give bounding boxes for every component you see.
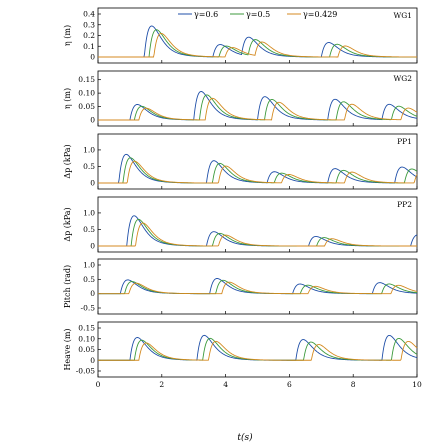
panel-pitch: -0.5 0 0.5 1.0 Pitch (rad) [63, 258, 418, 315]
y-tick-label: 0.05 [78, 102, 95, 111]
x-tick-label: 4 [223, 380, 228, 389]
legend-entry: γ=0.429 [303, 10, 337, 19]
panel-tag: PP2 [397, 200, 412, 209]
series-line-2 [98, 337, 418, 361]
y-tick-label: 0.2 [83, 31, 95, 40]
panel-pp2: 0 0.5 1.0 Δp (kPa) PP2 [63, 196, 418, 253]
x-tick-label: 0 [96, 380, 101, 389]
y-axis-label: Pitch (rad) [63, 265, 72, 308]
y-tick-label: 0.5 [83, 225, 95, 234]
plot-frame [97, 258, 418, 315]
panel-wg1: 0 0.1 0.2 0.30.4 η (m) WG1 [63, 7, 418, 64]
y-tick-label: -0.05 [76, 367, 95, 376]
y-tick-label: 0.15 [78, 324, 95, 333]
legend-entry: γ=0.6 [194, 10, 218, 19]
y-tick-label: 0.10 [78, 334, 95, 343]
y-tick-label: 0.3 [83, 20, 95, 29]
x-tick-label: 10 [412, 380, 422, 389]
x-tick-label: 8 [351, 380, 356, 389]
y-tick-label: 0.5 [83, 162, 95, 171]
y-tick-label: 0 [90, 242, 95, 251]
y-tick-label: 1.0 [83, 261, 95, 270]
y-tick-label: -0.5 [81, 304, 96, 313]
series-line-2 [98, 94, 418, 121]
panel-tag: WG2 [394, 74, 413, 83]
y-tick-label: 0 [90, 116, 95, 125]
x-tick-label: 6 [287, 380, 292, 389]
y-axis-label: Δp (kPa) [63, 144, 72, 178]
series-line-3 [98, 340, 418, 361]
series-line-3 [98, 160, 418, 184]
series-line-3 [98, 32, 417, 58]
series-line-2 [98, 157, 418, 184]
panel-wg2: 0 0.05 0.10 0.15 η (m) WG2 [63, 70, 418, 127]
x-axis-label: t(s) [237, 432, 253, 443]
y-tick-label: 1.0 [83, 145, 95, 154]
series-line-3 [98, 281, 418, 295]
legend: γ=0.6 γ=0.5 γ=0.429 [178, 10, 337, 19]
plot-frame [97, 196, 418, 253]
plot-frame [97, 133, 418, 190]
y-tick-label: 0.4 [83, 10, 95, 19]
series-line-3 [98, 222, 417, 247]
panel-tag: WG1 [394, 11, 412, 20]
series-line-1 [98, 25, 417, 58]
y-axis-label: η (m) [63, 88, 72, 109]
plot-frame [97, 321, 418, 378]
panel-pp1: 0 0.5 1.0 Δp (kPa) PP1 [63, 133, 418, 190]
panel-heave: -0.05 0 0.05 0.100.15 Heave (m) [63, 321, 418, 378]
series-line-2 [98, 218, 417, 247]
y-tick-label: 0 [90, 289, 95, 298]
series-line-1 [98, 153, 418, 184]
y-axis-label: η (m) [63, 25, 72, 46]
x-tick-label: 2 [159, 380, 164, 389]
y-tick-label: 0 [90, 179, 95, 188]
y-axis-label: Δp (kPa) [63, 207, 72, 241]
y-tick-label: 0.15 [78, 75, 95, 84]
y-tick-label: 0.1 [83, 42, 95, 51]
y-axis-label: Heave (m) [63, 328, 72, 370]
y-tick-label: 0.10 [78, 89, 95, 98]
plot-frame [97, 70, 418, 127]
y-tick-label: 0 [90, 356, 95, 365]
panel-tag: PP1 [397, 137, 412, 146]
series-line-3 [98, 97, 418, 121]
series-line-1 [98, 215, 418, 247]
series-line-2 [98, 29, 417, 58]
y-tick-label: 0.05 [78, 345, 95, 354]
y-tick-label: 1.0 [83, 208, 95, 217]
y-tick-label: 0.5 [83, 275, 95, 284]
legend-entry: γ=0.5 [246, 10, 270, 19]
series-line-1 [98, 278, 418, 295]
y-tick-label: 0 [90, 53, 95, 62]
series-line-1 [98, 334, 418, 361]
